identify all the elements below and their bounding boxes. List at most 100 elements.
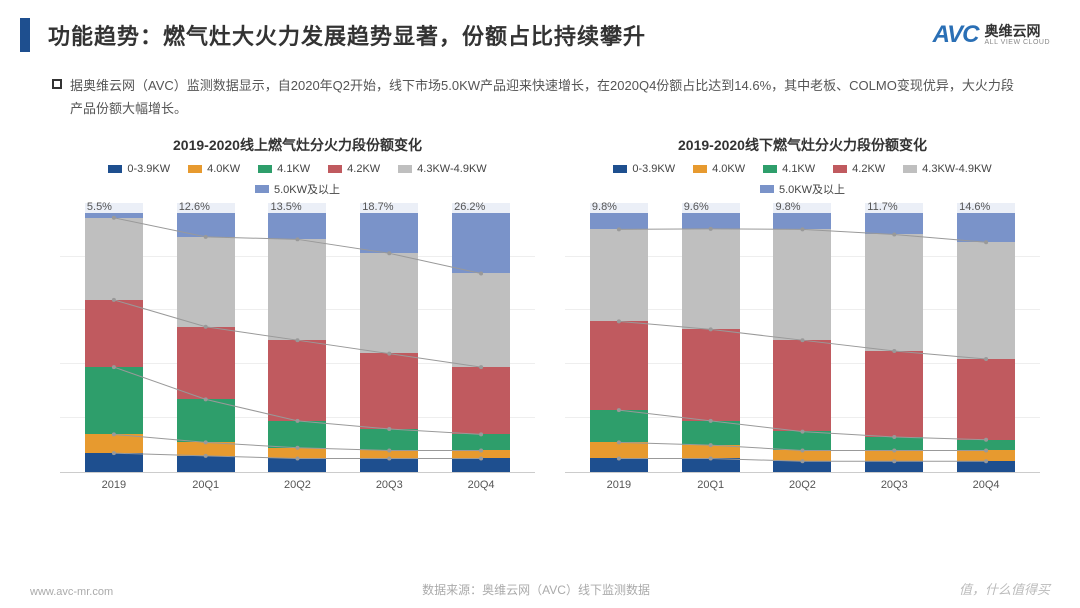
legend-label: 4.0KW	[207, 163, 240, 175]
logo-text-avc: AVC	[933, 21, 979, 49]
bar-segment	[85, 300, 143, 367]
xaxis-offline: 201920Q120Q220Q320Q4	[565, 473, 1040, 491]
bar-segment	[865, 450, 923, 461]
bar-column: 18.7%	[360, 203, 418, 472]
bar-top-label: 11.7%	[865, 201, 923, 213]
bullet-icon	[52, 79, 62, 89]
bar-top-label: 26.2%	[452, 201, 510, 213]
bar-segment	[85, 218, 143, 300]
footer: www.avc-mr.com 数据来源：奥维云网（AVC）线下监测数据 值，什么…	[30, 579, 1050, 598]
xaxis-label: 20Q2	[773, 479, 831, 491]
legend-item: 4.2KW	[833, 163, 885, 175]
legend-swatch	[760, 185, 774, 193]
legend-label: 4.0KW	[712, 163, 745, 175]
bar-column: 9.8%	[773, 203, 831, 472]
chart-online-title: 2019-2020线上燃气灶分火力段份额变化	[173, 135, 422, 155]
bar-segment	[773, 431, 831, 450]
bar-top-label: 13.5%	[268, 201, 326, 213]
bar-segment	[682, 329, 740, 420]
bar-segment	[177, 327, 235, 400]
bar-segment	[682, 458, 740, 471]
bar-segment	[590, 321, 648, 410]
bar-segment	[177, 442, 235, 455]
bar-segment	[452, 273, 510, 367]
bar-segment	[773, 229, 831, 340]
legend-item: 5.0KW及以上	[760, 181, 845, 197]
xaxis-label: 2019	[85, 479, 143, 491]
legend-label: 4.2KW	[347, 163, 380, 175]
bar-top-label: 18.7%	[360, 201, 418, 213]
logo-text-en: ALL VIEW CLOUD	[985, 39, 1050, 46]
bar-segment	[360, 253, 418, 353]
bar-segment	[452, 458, 510, 471]
bar-segment	[85, 453, 143, 472]
legend-swatch	[398, 165, 412, 173]
legend-item: 5.0KW及以上	[255, 181, 340, 197]
bar-segment	[177, 237, 235, 327]
bar-segment	[865, 234, 923, 350]
bar-segment	[360, 353, 418, 428]
xaxis-label: 2019	[590, 479, 648, 491]
page-title: 功能趋势：燃气灶大火力发展趋势显著，份额占比持续攀升	[48, 19, 933, 51]
bar-segment	[682, 421, 740, 445]
bar-column: 26.2%	[452, 203, 510, 472]
legend-swatch	[258, 165, 272, 173]
title-accent-bar	[20, 18, 30, 52]
description: 据奥维云网（AVC）监测数据显示，自2020年Q2开始，线下市场5.0KW产品迎…	[70, 74, 1020, 121]
legend-label: 5.0KW及以上	[274, 181, 340, 197]
legend-item: 4.3KW-4.9KW	[398, 163, 487, 175]
bar-segment	[957, 440, 1015, 451]
bar-segment	[590, 410, 648, 442]
bar-segment	[360, 458, 418, 471]
bar-segment	[177, 456, 235, 472]
legend-label: 4.3KW-4.9KW	[417, 163, 487, 175]
bar-segment	[452, 450, 510, 458]
legend-swatch	[188, 165, 202, 173]
legend-item: 4.0KW	[693, 163, 745, 175]
xaxis-label: 20Q3	[360, 479, 418, 491]
bar-segment	[682, 229, 740, 330]
bar-segment	[360, 450, 418, 458]
bar-segment	[452, 203, 510, 273]
xaxis-online: 201920Q120Q220Q320Q4	[60, 473, 535, 491]
bar-segment	[268, 340, 326, 421]
charts-container: 2019-2020线上燃气灶分火力段份额变化 0-3.9KW 4.0KW 4.1KW…	[0, 125, 1080, 491]
avc-logo: AVC 奥维云网 ALL VIEW CLOUD	[933, 21, 1050, 49]
bar-segment	[590, 229, 648, 321]
footer-url: www.avc-mr.com	[30, 586, 113, 598]
header: 功能趋势：燃气灶大火力发展趋势显著，份额占比持续攀升 AVC 奥维云网 ALL …	[0, 0, 1080, 60]
legend-label: 4.3KW-4.9KW	[922, 163, 992, 175]
legend-label: 5.0KW及以上	[779, 181, 845, 197]
legend-online: 0-3.9KW4.0KW4.1KW4.2KW4.3KW-4.9KW5.0KW及以…	[108, 163, 488, 197]
legend-item: 4.3KW-4.9KW	[903, 163, 992, 175]
legend-item: 4.1KW	[763, 163, 815, 175]
legend-offline: 0-3.9KW 4.0KW 4.1KW 4.2KW 4.3KW-4.9KW 5.0KW及以…	[613, 163, 993, 197]
xaxis-label: 20Q1	[682, 479, 740, 491]
bar-segment	[268, 239, 326, 340]
bar-top-label: 9.8%	[590, 201, 648, 213]
bar-top-label: 9.8%	[773, 201, 831, 213]
legend-swatch	[328, 165, 342, 173]
bar-column: 13.5%	[268, 203, 326, 472]
bar-segment	[957, 461, 1015, 472]
legend-swatch	[693, 165, 707, 173]
legend-item: 4.1KW	[258, 163, 310, 175]
legend-item: 4.2KW	[328, 163, 380, 175]
footer-smzdm: 值，什么值得买	[959, 579, 1050, 598]
legend-swatch	[613, 165, 627, 173]
bar-column: 5.5%	[85, 203, 143, 472]
legend-item: 4.0KW	[188, 163, 240, 175]
bar-top-label: 5.5%	[85, 201, 143, 213]
bar-segment	[85, 367, 143, 434]
legend-swatch	[108, 165, 122, 173]
chart-offline: 2019-2020线下燃气灶分火力段份额变化 0-3.9KW4.0KW4.1KW…	[565, 129, 1040, 491]
bar-segment	[268, 421, 326, 448]
bar-top-label: 12.6%	[177, 201, 235, 213]
legend-swatch	[255, 185, 269, 193]
xaxis-label: 20Q4	[452, 479, 510, 491]
bar-segment	[957, 359, 1015, 440]
plot-offline: 9.8%9.6%9.8%11.7%14.6%	[565, 203, 1040, 473]
bar-segment	[773, 450, 831, 461]
legend-label: 4.1KW	[782, 163, 815, 175]
legend-label: 0-3.9KW	[632, 163, 675, 175]
